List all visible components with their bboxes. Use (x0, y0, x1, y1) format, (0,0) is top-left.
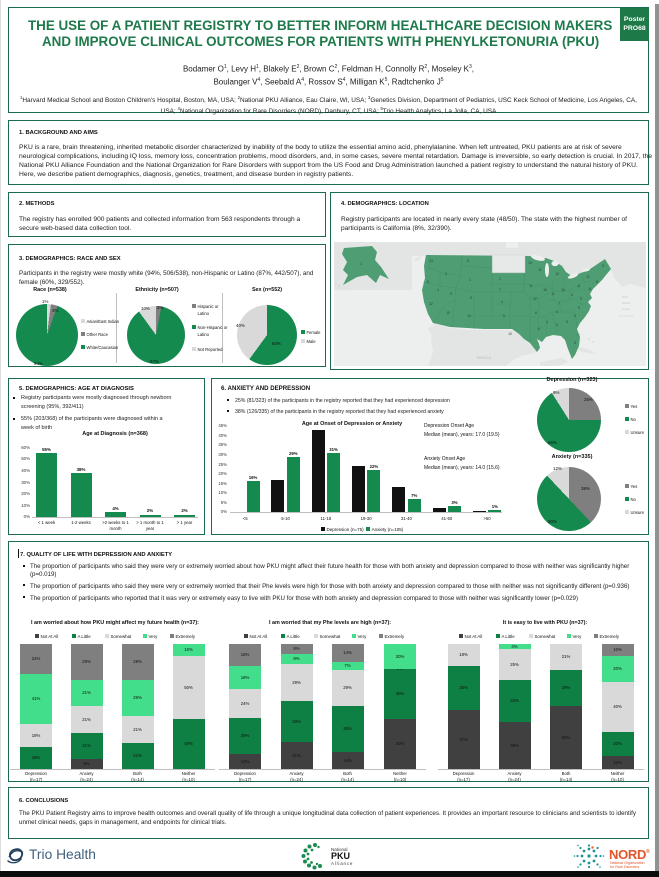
svg-text:9: 9 (503, 314, 505, 318)
svg-text:11: 11 (551, 292, 555, 296)
svg-text:4: 4 (571, 293, 573, 297)
svg-text:11: 11 (588, 287, 592, 291)
svg-text:7: 7 (499, 288, 501, 292)
svg-text:11: 11 (538, 268, 542, 272)
svg-text:8: 8 (596, 280, 598, 284)
svg-text:21: 21 (586, 275, 590, 279)
svg-text:32: 32 (429, 302, 433, 306)
svg-text:North: North (622, 295, 629, 299)
svg-text:1: 1 (499, 277, 501, 281)
svg-text:14: 14 (467, 314, 471, 318)
svg-text:9: 9 (580, 297, 582, 301)
svg-text:13: 13 (528, 261, 532, 265)
svg-text:5: 5 (574, 341, 576, 345)
svg-text:8: 8 (535, 311, 537, 315)
svg-text:2: 2 (574, 314, 576, 318)
svg-text:4: 4 (546, 320, 548, 324)
svg-text:3: 3 (602, 264, 604, 268)
svg-text:7: 7 (558, 302, 560, 306)
svg-text:13: 13 (429, 259, 433, 263)
svg-text:Mexico: Mexico (477, 355, 492, 360)
svg-text:11: 11 (577, 284, 581, 288)
svg-text:6: 6 (427, 280, 429, 284)
svg-text:3: 3 (556, 323, 558, 327)
svg-text:11: 11 (529, 284, 533, 288)
svg-text:6: 6 (538, 327, 540, 331)
svg-text:9: 9 (470, 296, 472, 300)
svg-text:9: 9 (450, 292, 452, 296)
svg-text:8: 8 (467, 259, 469, 263)
svg-text:4: 4 (501, 300, 503, 304)
svg-text:16: 16 (561, 288, 565, 292)
svg-text:1: 1 (360, 262, 362, 266)
svg-text:6: 6 (566, 320, 568, 324)
svg-text:1: 1 (469, 278, 471, 282)
svg-text:4: 4 (437, 288, 439, 292)
svg-text:Atlantic: Atlantic (622, 301, 631, 305)
svg-text:Ocean: Ocean (622, 307, 630, 311)
svg-text:5: 5 (556, 310, 558, 314)
svg-text:16: 16 (543, 288, 547, 292)
svg-text:4: 4 (445, 272, 447, 276)
svg-text:10: 10 (508, 332, 512, 336)
svg-text:10: 10 (555, 272, 559, 276)
svg-text:12: 12 (533, 297, 537, 301)
svg-text:10: 10 (446, 311, 450, 315)
svg-text:9: 9 (578, 306, 580, 310)
